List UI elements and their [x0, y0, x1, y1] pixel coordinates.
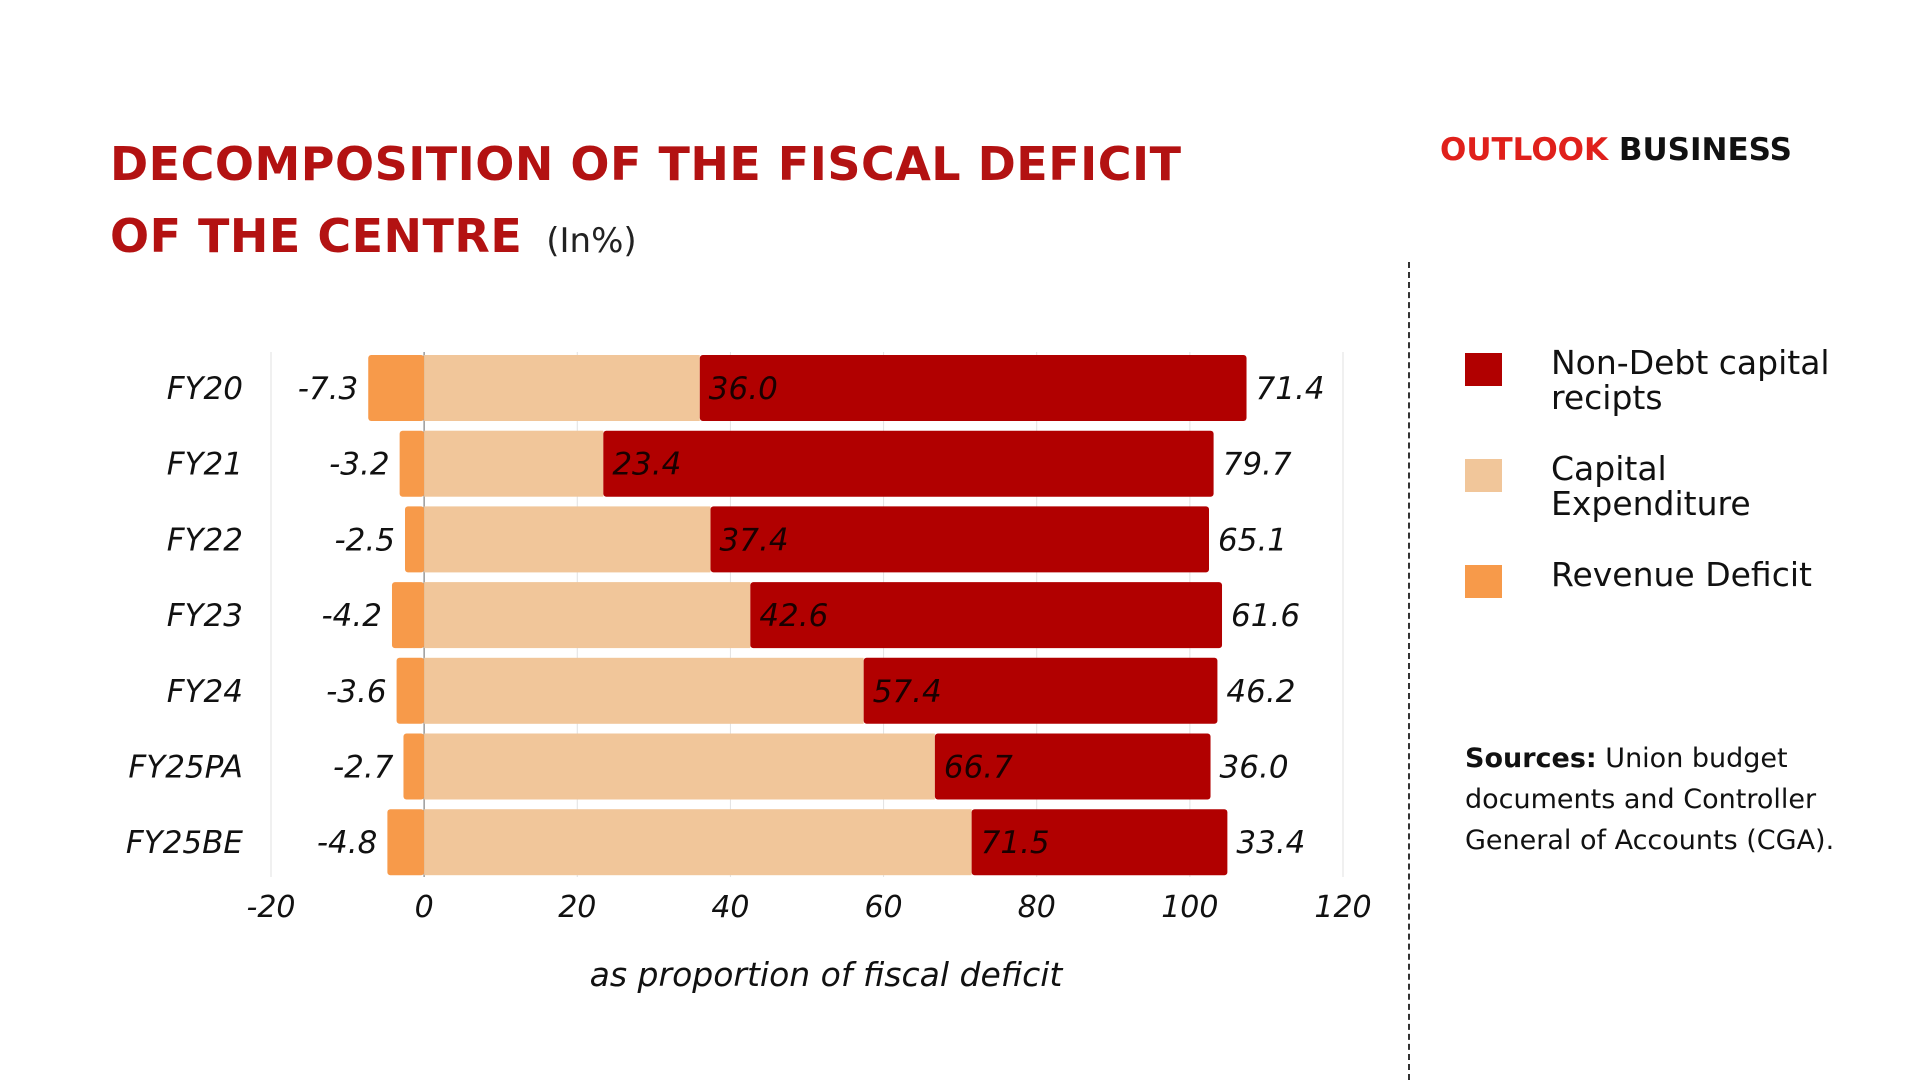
value-label-non-debt-FY23: 61.6 — [1231, 598, 1300, 634]
value-label-revenue-deficit-FY25BE: -4.8 — [317, 825, 378, 861]
value-label-non-debt-FY20: 71.4 — [1256, 371, 1325, 407]
bar-non-debt-FY25BE — [971, 809, 1228, 876]
bar-non-debt-FY21 — [603, 430, 1214, 497]
x-axis-title: as proportion of fiscal deficit — [590, 955, 1064, 994]
x-tick-label-6: 100 — [1161, 890, 1218, 925]
brand-logo: OUTLOOK BUSINESS — [1440, 132, 1792, 168]
bar-revenue-deficit-FY22 — [405, 506, 425, 573]
value-label-capex-FY21: 23.4 — [612, 447, 681, 483]
x-tick-label-0: -20 — [247, 890, 296, 925]
bar-revenue-deficit-FY24 — [396, 657, 425, 724]
brand-logo-part2: BUSINESS — [1608, 132, 1792, 168]
bar-revenue-deficit-FY25PA — [403, 733, 425, 800]
legend-label-capex: Capital Expenditure — [1551, 449, 1751, 523]
bar-capex-FY20 — [424, 355, 700, 421]
bar-capex-FY25PA — [424, 733, 935, 800]
bar-revenue-deficit-FY20 — [368, 355, 425, 421]
category-label-FY24: FY24 — [167, 674, 243, 710]
bar-capex-FY21 — [424, 430, 604, 497]
bar-non-debt-FY25PA — [934, 733, 1211, 800]
legend-swatch-revenue-deficit — [1465, 565, 1502, 598]
value-label-capex-FY20: 36.0 — [709, 371, 778, 407]
legend-swatch-capex — [1465, 459, 1502, 492]
x-tick-label-7: 120 — [1314, 890, 1371, 925]
category-label-FY22: FY22 — [167, 522, 243, 558]
category-label-FY23: FY23 — [167, 598, 243, 634]
value-label-non-debt-FY25PA: 36.0 — [1220, 750, 1289, 786]
value-label-revenue-deficit-FY25PA: -2.7 — [333, 750, 394, 786]
bar-revenue-deficit-FY21 — [399, 430, 425, 497]
value-label-revenue-deficit-FY20: -7.3 — [298, 371, 359, 407]
bar-revenue-deficit-FY25BE — [387, 809, 425, 876]
value-label-revenue-deficit-FY21: -3.2 — [329, 447, 390, 483]
x-tick-label-5: 80 — [1018, 890, 1056, 925]
value-label-non-debt-FY22: 65.1 — [1218, 522, 1287, 558]
chart-title-line2: OF THE CENTRE — [110, 209, 523, 263]
sources-label: Sources: — [1465, 743, 1597, 774]
legend-label-revenue-deficit: Revenue Deficit — [1551, 555, 1812, 594]
bar-non-debt-FY24 — [863, 657, 1218, 724]
x-tick-label-2: 20 — [558, 890, 596, 925]
chart-labels: FY20 -7.3 36.0 71.4 FY21 -3.2 23.4 79.7 FY22 -2.5… — [126, 371, 1325, 861]
value-label-capex-FY23: 42.6 — [759, 598, 828, 634]
bar-non-debt-FY20 — [699, 355, 1247, 421]
category-label-FY20: FY20 — [167, 371, 243, 407]
panel-divider — [1408, 262, 1410, 1080]
value-label-capex-FY25PA: 66.7 — [944, 750, 1013, 786]
chart-title-unit: (In%) — [546, 221, 637, 261]
x-tick-label-4: 60 — [864, 890, 902, 925]
bar-capex-FY24 — [424, 657, 864, 724]
value-label-non-debt-FY24: 46.2 — [1226, 674, 1295, 710]
chart-bars — [368, 355, 1247, 876]
value-label-revenue-deficit-FY24: -3.6 — [326, 674, 387, 710]
sources-note: Sources: Union budget documents and Cont… — [1465, 738, 1865, 861]
category-label-FY25PA: FY25PA — [128, 750, 243, 786]
x-tick-label-1: 0 — [415, 890, 434, 925]
x-tick-label-3: 40 — [711, 890, 749, 925]
category-label-FY25BE: FY25BE — [126, 825, 243, 861]
value-label-capex-FY22: 37.4 — [720, 522, 789, 558]
category-label-FY21: FY21 — [167, 447, 243, 483]
title-block: DECOMPOSITION OF THE FISCAL DEFICIT OF T… — [110, 128, 1182, 277]
sources-text: Union budget documents and Controller Ge… — [1465, 743, 1835, 856]
legend-swatch-non-debt — [1465, 353, 1502, 386]
bar-non-debt-FY23 — [750, 582, 1223, 649]
value-label-revenue-deficit-FY22: -2.5 — [335, 522, 396, 558]
value-label-capex-FY24: 57.4 — [873, 674, 942, 710]
value-label-non-debt-FY25BE: 33.4 — [1236, 825, 1305, 861]
chart-title-line2-wrap: OF THE CENTRE (In%) — [110, 200, 1182, 277]
bar-revenue-deficit-FY23 — [391, 582, 425, 649]
chart-title-line1: DECOMPOSITION OF THE FISCAL DEFICIT — [110, 137, 1182, 191]
legend-label-non-debt: Non-Debt capital recipts — [1551, 343, 1830, 417]
bar-non-debt-FY22 — [710, 506, 1209, 573]
value-label-non-debt-FY21: 79.7 — [1223, 447, 1292, 483]
value-label-revenue-deficit-FY23: -4.2 — [321, 598, 382, 634]
bar-capex-FY25BE — [424, 809, 972, 876]
brand-logo-part1: OUTLOOK — [1440, 132, 1609, 168]
bar-chart: FY20 -7.3 36.0 71.4 FY21 -3.2 23.4 79.7 FY22 -2.5… — [126, 352, 1372, 994]
bar-capex-FY23 — [424, 582, 751, 649]
bar-capex-FY22 — [424, 506, 711, 573]
chart-x-axis: -20 0 20 40 60 80 100 120 — [247, 890, 1372, 925]
value-label-capex-FY25BE: 71.5 — [981, 825, 1050, 861]
